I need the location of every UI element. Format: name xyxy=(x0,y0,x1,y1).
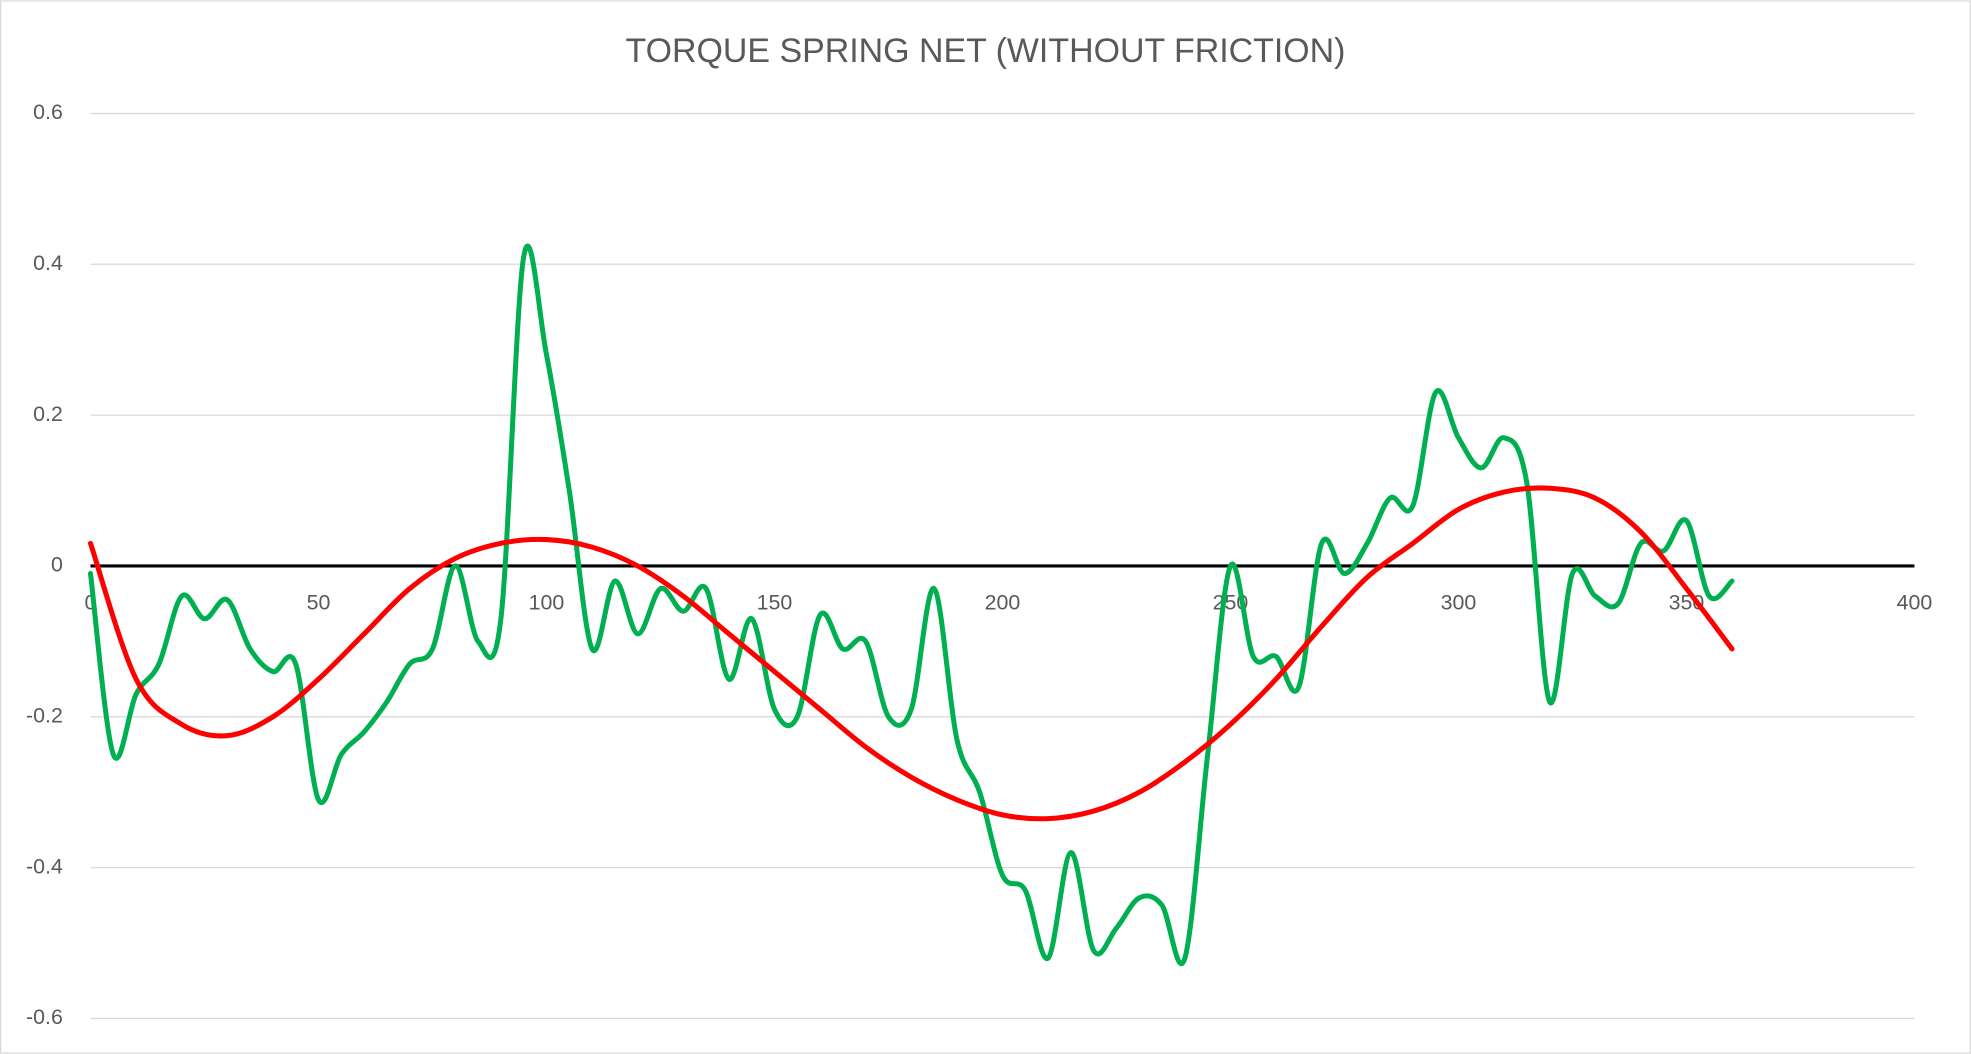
x-tick-label: 300 xyxy=(1441,590,1477,614)
x-tick-label: 150 xyxy=(757,590,793,614)
y-tick-label: -0.2 xyxy=(26,703,63,727)
y-tick-label: 0 xyxy=(51,553,63,577)
y-tick-label: -0.6 xyxy=(26,1005,63,1029)
y-tick-label: 0.4 xyxy=(33,251,63,275)
y-tick-label: -0.4 xyxy=(26,854,63,878)
x-tick-label: 50 xyxy=(307,590,331,614)
series-line xyxy=(87,243,1735,967)
x-tick-label: 200 xyxy=(985,590,1021,614)
x-tick-label: 400 xyxy=(1897,590,1933,614)
y-tick-label: 0.6 xyxy=(33,100,63,124)
y-tick-label: 0.2 xyxy=(33,402,63,426)
series-line xyxy=(87,485,1735,822)
chart-title: TORQUE SPRING NET (WITHOUT FRICTION) xyxy=(626,32,1346,70)
x-tick-label: 100 xyxy=(529,590,565,614)
